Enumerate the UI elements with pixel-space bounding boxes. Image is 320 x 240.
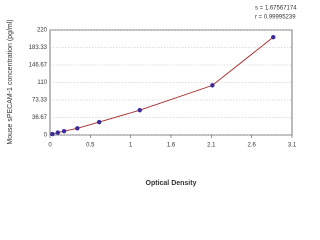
y-tick-label: 0 [44,133,48,139]
x-tick-label: 2.6 [247,143,256,149]
x-tick-label: 1.6 [167,143,176,149]
data-point [75,126,80,131]
page: {"chart_data": { "type": "scatter", "y_l… [6,5,298,187]
data-point [55,130,61,135]
y-tick-label: 36.67 [32,115,48,121]
y-tick-label: 220 [37,28,48,34]
data-point [96,119,102,125]
x-axis-title: Optical Density [146,180,197,187]
data-point [271,34,276,40]
y-tick-label: 73.33 [32,98,48,104]
fit-s: s = 1.67567174 [255,6,297,12]
data-point [50,131,55,137]
x-tick-label: 0.5 [86,143,95,149]
x-tick-label: 3.1 [288,143,297,149]
x-tick-label: 1 [129,143,133,149]
x-tick-label: 0 [48,143,52,149]
y-axis-title: Mouse sPECAM-1 concentration (pg/ml) [7,19,14,144]
data-point [61,128,67,134]
y-tick-label: 146.67 [29,63,48,69]
data-point [137,107,142,113]
data-point [210,83,215,88]
y-tick-label: 183.33 [29,45,48,51]
fit-r: r = 0.99995239 [255,15,296,21]
chart: s = 1.67567174 r = 0.99995239 Optical De… [7,6,297,187]
x-tick-label: 2.1 [207,143,216,149]
y-tick-label: 110 [37,80,47,86]
